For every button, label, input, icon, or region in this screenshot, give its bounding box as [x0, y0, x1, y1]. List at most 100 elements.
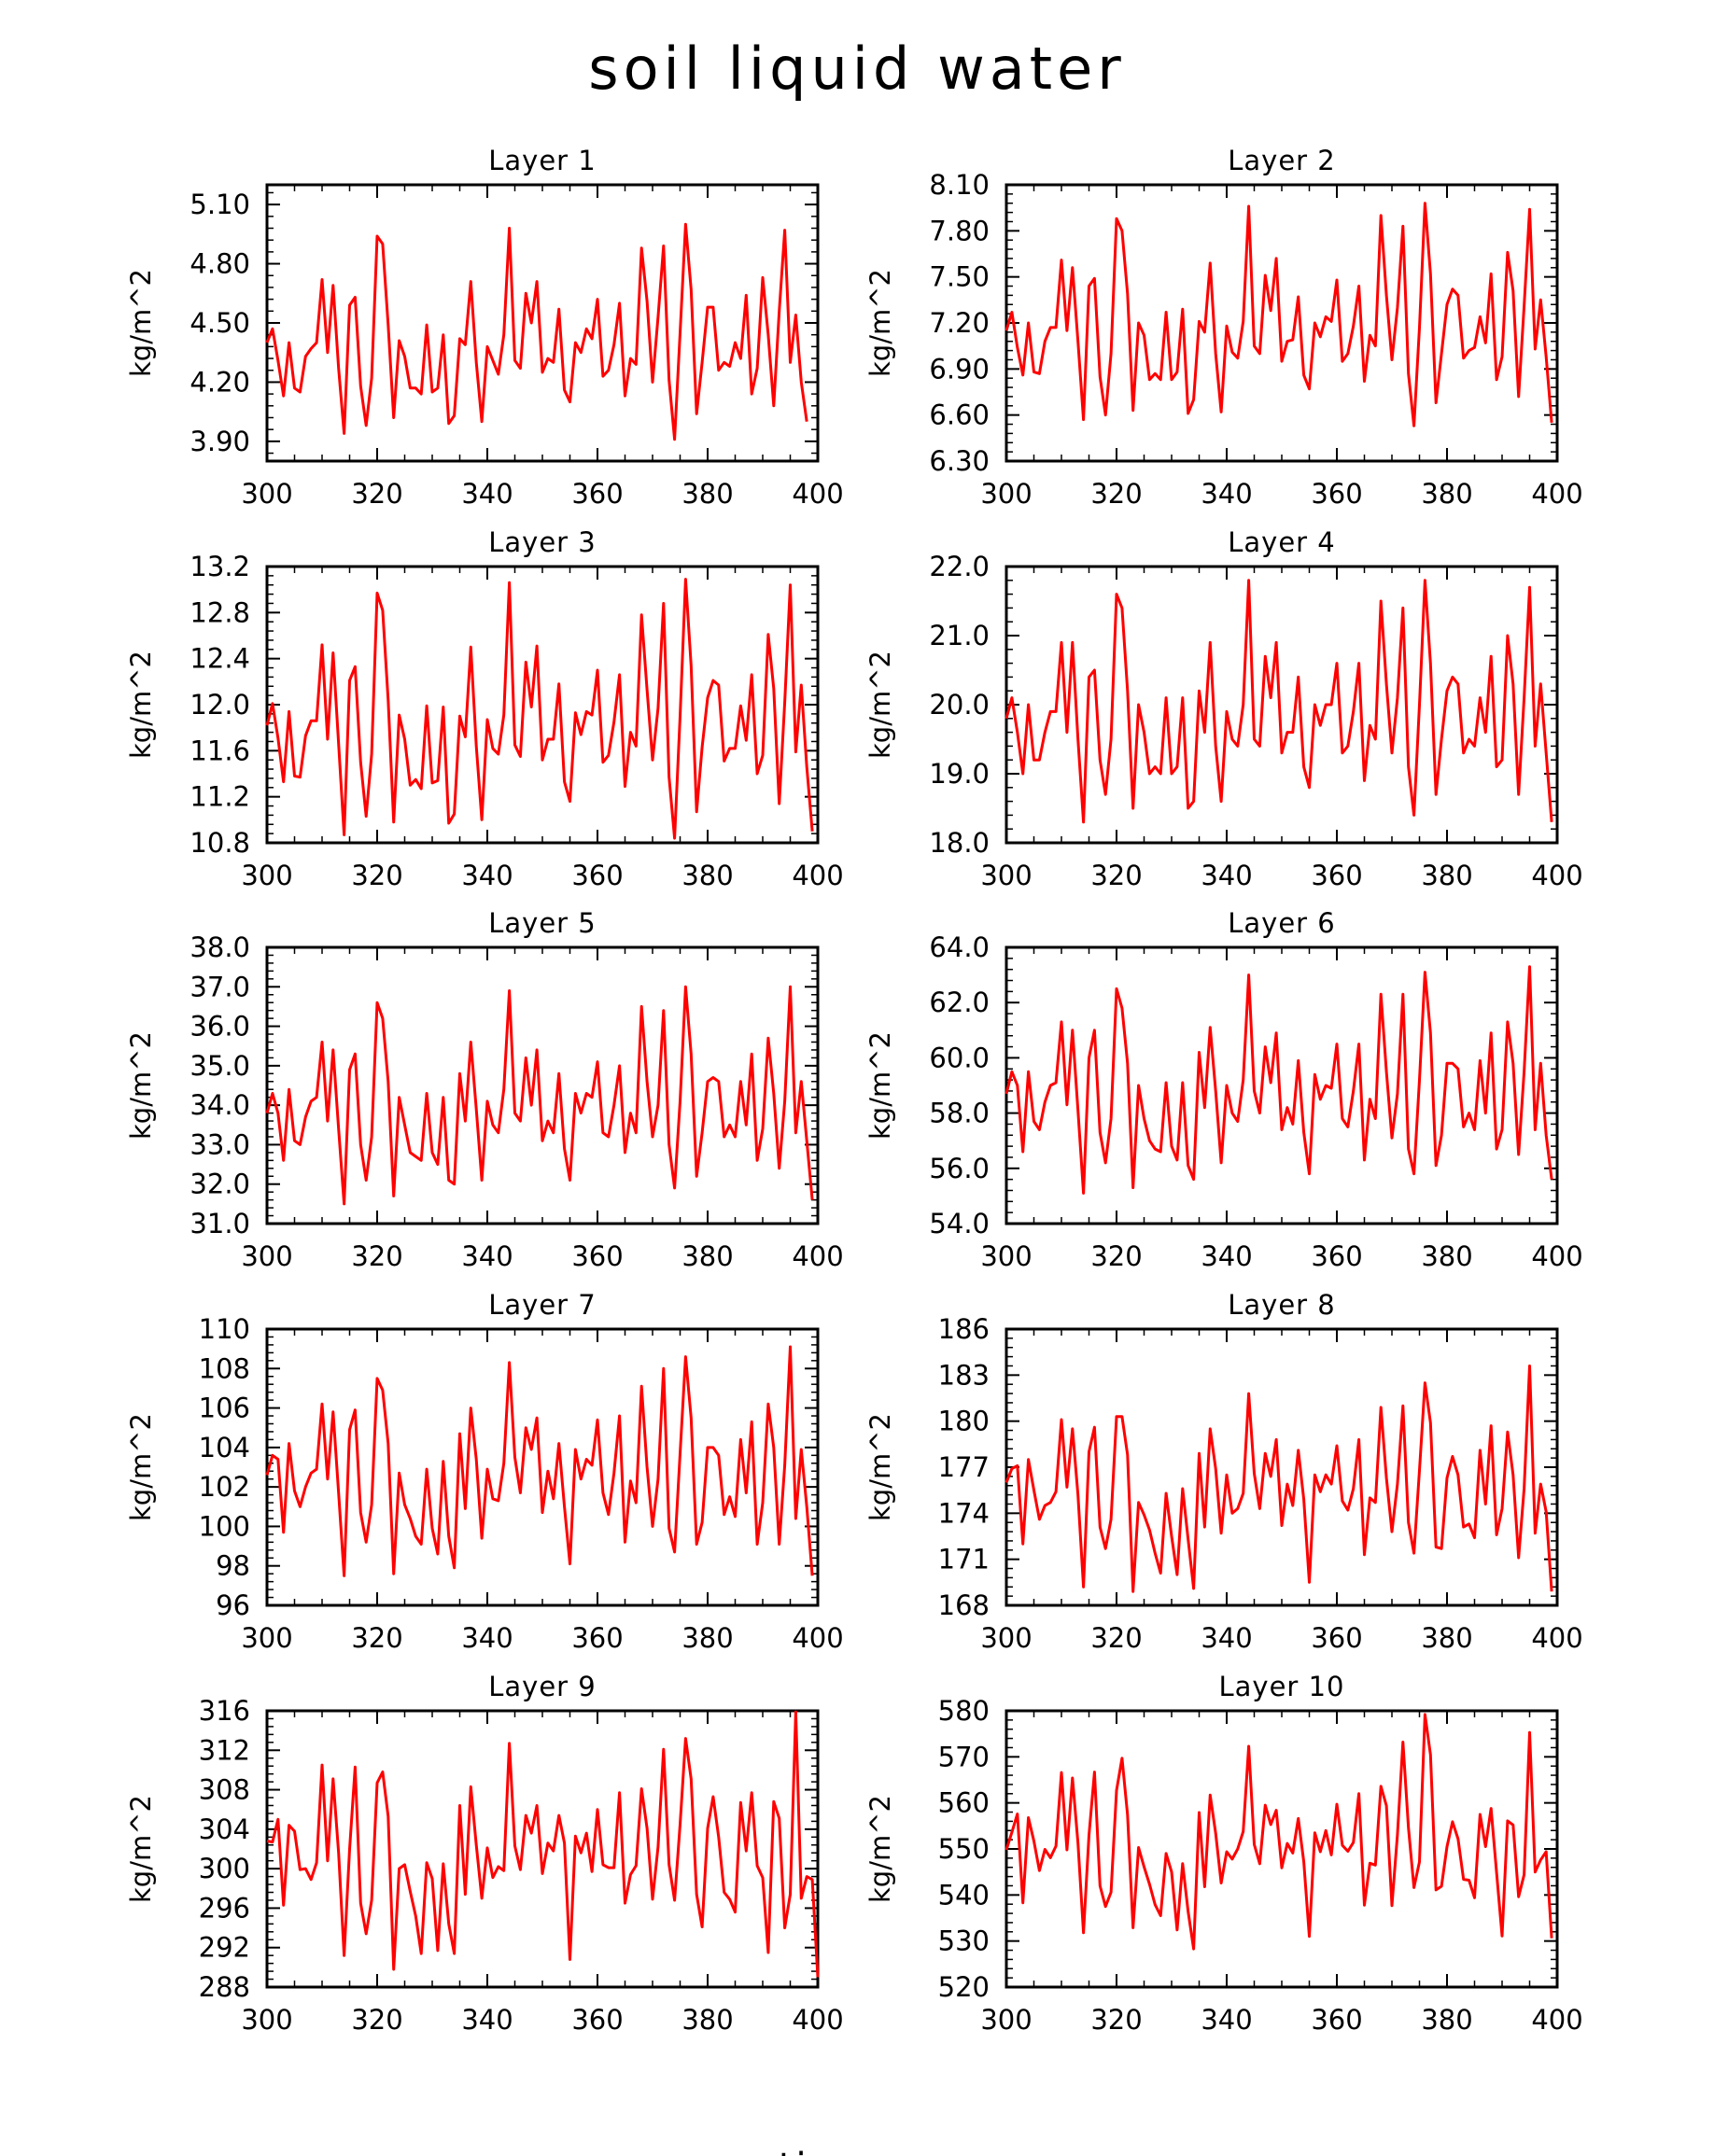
- y-tick-label: 7.80: [929, 215, 990, 246]
- y-tick-label: 304: [199, 1813, 250, 1845]
- x-tick-label: 340: [461, 1622, 513, 1654]
- chart-layer-2: Layer 2 300 320 340 360 380 400 6.30 6.60 6.90 7.2…: [864, 145, 1583, 510]
- y-tick-label: 4.50: [190, 307, 250, 339]
- y-tick-label: 292: [199, 1932, 250, 1964]
- y-tick-label: 312: [199, 1734, 250, 1766]
- y-tick-label: 56.0: [929, 1153, 990, 1184]
- x-tick-label: 300: [980, 860, 1032, 891]
- y-tick-label: 102: [199, 1471, 250, 1503]
- y-tick-label: 316: [199, 1695, 250, 1727]
- y-tick-label: 58.0: [929, 1098, 990, 1129]
- y-axis-label: kg/m^2: [125, 651, 157, 759]
- x-tick-label: 320: [1090, 1622, 1142, 1654]
- x-tick-label: 400: [792, 1240, 843, 1272]
- x-tick-label: 320: [351, 860, 402, 891]
- chart-layer-3: Layer 3 300 320 340 360 380 400 10.8 11.2 11.6 12.…: [125, 526, 844, 891]
- y-tick-label: 12.4: [190, 643, 250, 675]
- x-tick-label: 400: [1531, 2004, 1582, 2036]
- y-axis-label: kg/m^2: [864, 1795, 896, 1903]
- x-tick-label: 340: [1201, 2004, 1252, 2036]
- x-tick-label: 300: [980, 478, 1032, 510]
- y-tick-label: 96: [216, 1589, 250, 1621]
- chart-title: Layer 3: [488, 526, 597, 558]
- x-tick-label: 400: [792, 2004, 843, 2036]
- chart-layer-4: Layer 4 300 320 340 360 380 400 18.0 19.0 20.0 21.…: [864, 526, 1583, 891]
- x-tick-label: 380: [1421, 1622, 1472, 1654]
- y-tick-label: 54.0: [929, 1208, 990, 1239]
- y-tick-label: 19.0: [929, 758, 990, 790]
- chart-title: Layer 4: [1228, 526, 1336, 558]
- y-axis-label: kg/m^2: [864, 1413, 896, 1521]
- y-tick-label: 7.50: [929, 261, 990, 293]
- y-tick-label: 288: [199, 1971, 250, 2003]
- y-tick-label: 530: [938, 1925, 990, 1957]
- chart-layer-8: Layer 8 300 320 340 360 380 400 168 171 174 177 180…: [864, 1289, 1583, 1654]
- y-tick-label: 520: [938, 1971, 990, 2003]
- x-tick-label: 300: [241, 1240, 292, 1272]
- x-tick-label: 340: [461, 860, 513, 891]
- y-axis-label: kg/m^2: [864, 269, 896, 377]
- y-tick-label: 296: [199, 1892, 250, 1924]
- chart-layer-7: Layer 7 300 320 340 360 380 400 96 98 100 102 104 10…: [125, 1289, 844, 1654]
- y-tick-label: 560: [938, 1787, 990, 1819]
- x-tick-label: 380: [681, 860, 733, 891]
- y-tick-label: 104: [199, 1432, 250, 1463]
- x-tick-label: 380: [681, 1622, 733, 1654]
- x-tick-label: 360: [1311, 2004, 1362, 2036]
- y-tick-label: 36.0: [190, 1011, 250, 1043]
- x-tick-label: 400: [1531, 860, 1582, 891]
- y-tick-label: 3.90: [190, 426, 250, 457]
- y-axis-label: kg/m^2: [125, 1413, 157, 1521]
- x-tick-label: 360: [571, 1240, 623, 1272]
- y-tick-label: 180: [938, 1406, 990, 1437]
- x-tick-label: 320: [351, 478, 402, 510]
- y-axis-label: kg/m^2: [125, 1795, 157, 1903]
- x-tick-label: 400: [792, 1622, 843, 1654]
- x-tick-label: 380: [1421, 2004, 1472, 2036]
- y-tick-label: 62.0: [929, 987, 990, 1018]
- chart-layer-10: Layer 10 300 320 340 360 380 400 520 530 540 550 56…: [864, 1671, 1583, 2036]
- x-tick-label: 360: [571, 1622, 623, 1654]
- x-tick-label: 400: [1531, 1622, 1582, 1654]
- x-tick-label: 400: [1531, 478, 1582, 510]
- x-tick-label: 320: [1090, 1240, 1142, 1272]
- x-tick-label: 380: [681, 478, 733, 510]
- x-tick-label: 320: [351, 1240, 402, 1272]
- y-tick-label: 21.0: [929, 620, 990, 651]
- chart-title: Layer 7: [488, 1289, 597, 1321]
- x-tick-label: 340: [1201, 478, 1252, 510]
- chart-title: Layer 1: [488, 145, 597, 176]
- y-tick-label: 12.8: [190, 596, 250, 628]
- chart-layer-5: Layer 5 300 320 340 360 380 400 31.0 32.0 33.0 34.…: [125, 907, 844, 1272]
- y-tick-label: 38.0: [190, 931, 250, 963]
- y-tick-label: 110: [199, 1313, 250, 1345]
- figure-title: soil liquid water: [588, 35, 1125, 103]
- y-axis-label: kg/m^2: [125, 1031, 157, 1140]
- y-tick-label: 570: [938, 1741, 990, 1772]
- x-tick-label: 300: [241, 860, 292, 891]
- y-tick-label: 22.0: [929, 551, 990, 582]
- chart-title: Layer 5: [488, 907, 597, 939]
- y-tick-label: 98: [216, 1550, 250, 1582]
- x-tick-label: 320: [1090, 2004, 1142, 2036]
- y-tick-label: 106: [199, 1393, 250, 1424]
- y-tick-label: 580: [938, 1695, 990, 1727]
- x-tick-label: 300: [980, 1240, 1032, 1272]
- y-tick-label: 64.0: [929, 931, 990, 963]
- y-tick-label: 20.0: [929, 689, 990, 721]
- y-tick-label: 6.90: [929, 353, 990, 385]
- x-tick-label: 300: [241, 2004, 292, 2036]
- y-tick-label: 550: [938, 1833, 990, 1865]
- x-tick-label: 400: [1531, 1240, 1582, 1272]
- x-tick-label: 380: [681, 1240, 733, 1272]
- chart-title: Layer 8: [1228, 1289, 1336, 1321]
- y-tick-label: 18.0: [929, 827, 990, 859]
- x-tick-label: 320: [351, 1622, 402, 1654]
- chart-title: Layer 10: [1219, 1671, 1345, 1702]
- y-tick-label: 34.0: [190, 1089, 250, 1121]
- x-tick-label: 320: [351, 2004, 402, 2036]
- x-tick-label: 360: [571, 478, 623, 510]
- y-tick-label: 13.2: [190, 551, 250, 582]
